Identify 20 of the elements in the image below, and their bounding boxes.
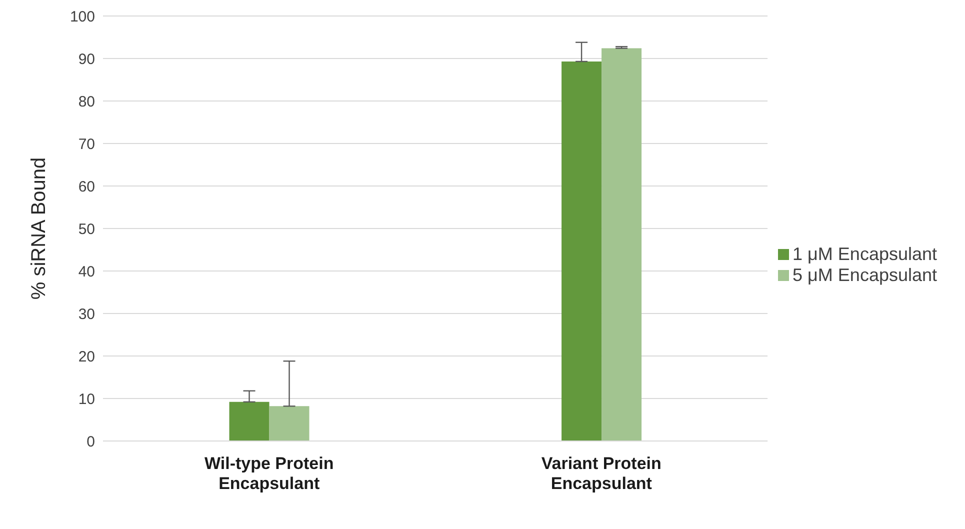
- bar: [269, 406, 310, 441]
- x-tick-label: Variant Protein Encapsulant: [541, 454, 662, 493]
- x-tick-label: Wil-type Protein Encapsulant: [204, 454, 334, 493]
- bar: [229, 402, 270, 441]
- y-tick-label: 20: [78, 348, 95, 366]
- y-tick-label: 0: [86, 433, 95, 450]
- y-tick-label: 90: [78, 50, 95, 68]
- y-axis-title: % siRNA Bound: [28, 157, 50, 300]
- y-tick-label: 60: [78, 178, 95, 196]
- y-tick-label: 40: [78, 263, 95, 280]
- y-tick-label: 10: [78, 390, 95, 408]
- y-tick-label: 70: [78, 136, 95, 153]
- bar: [602, 48, 642, 441]
- bar: [562, 61, 602, 441]
- y-tick-label: 100: [70, 8, 95, 26]
- legend-label: 5 μM Encapsulant: [792, 264, 937, 284]
- legend-label: 1 μM Encapsulant: [792, 244, 937, 264]
- y-tick-label: 50: [78, 220, 95, 238]
- y-tick-label: 30: [78, 306, 95, 323]
- y-tick-label: 80: [78, 93, 95, 110]
